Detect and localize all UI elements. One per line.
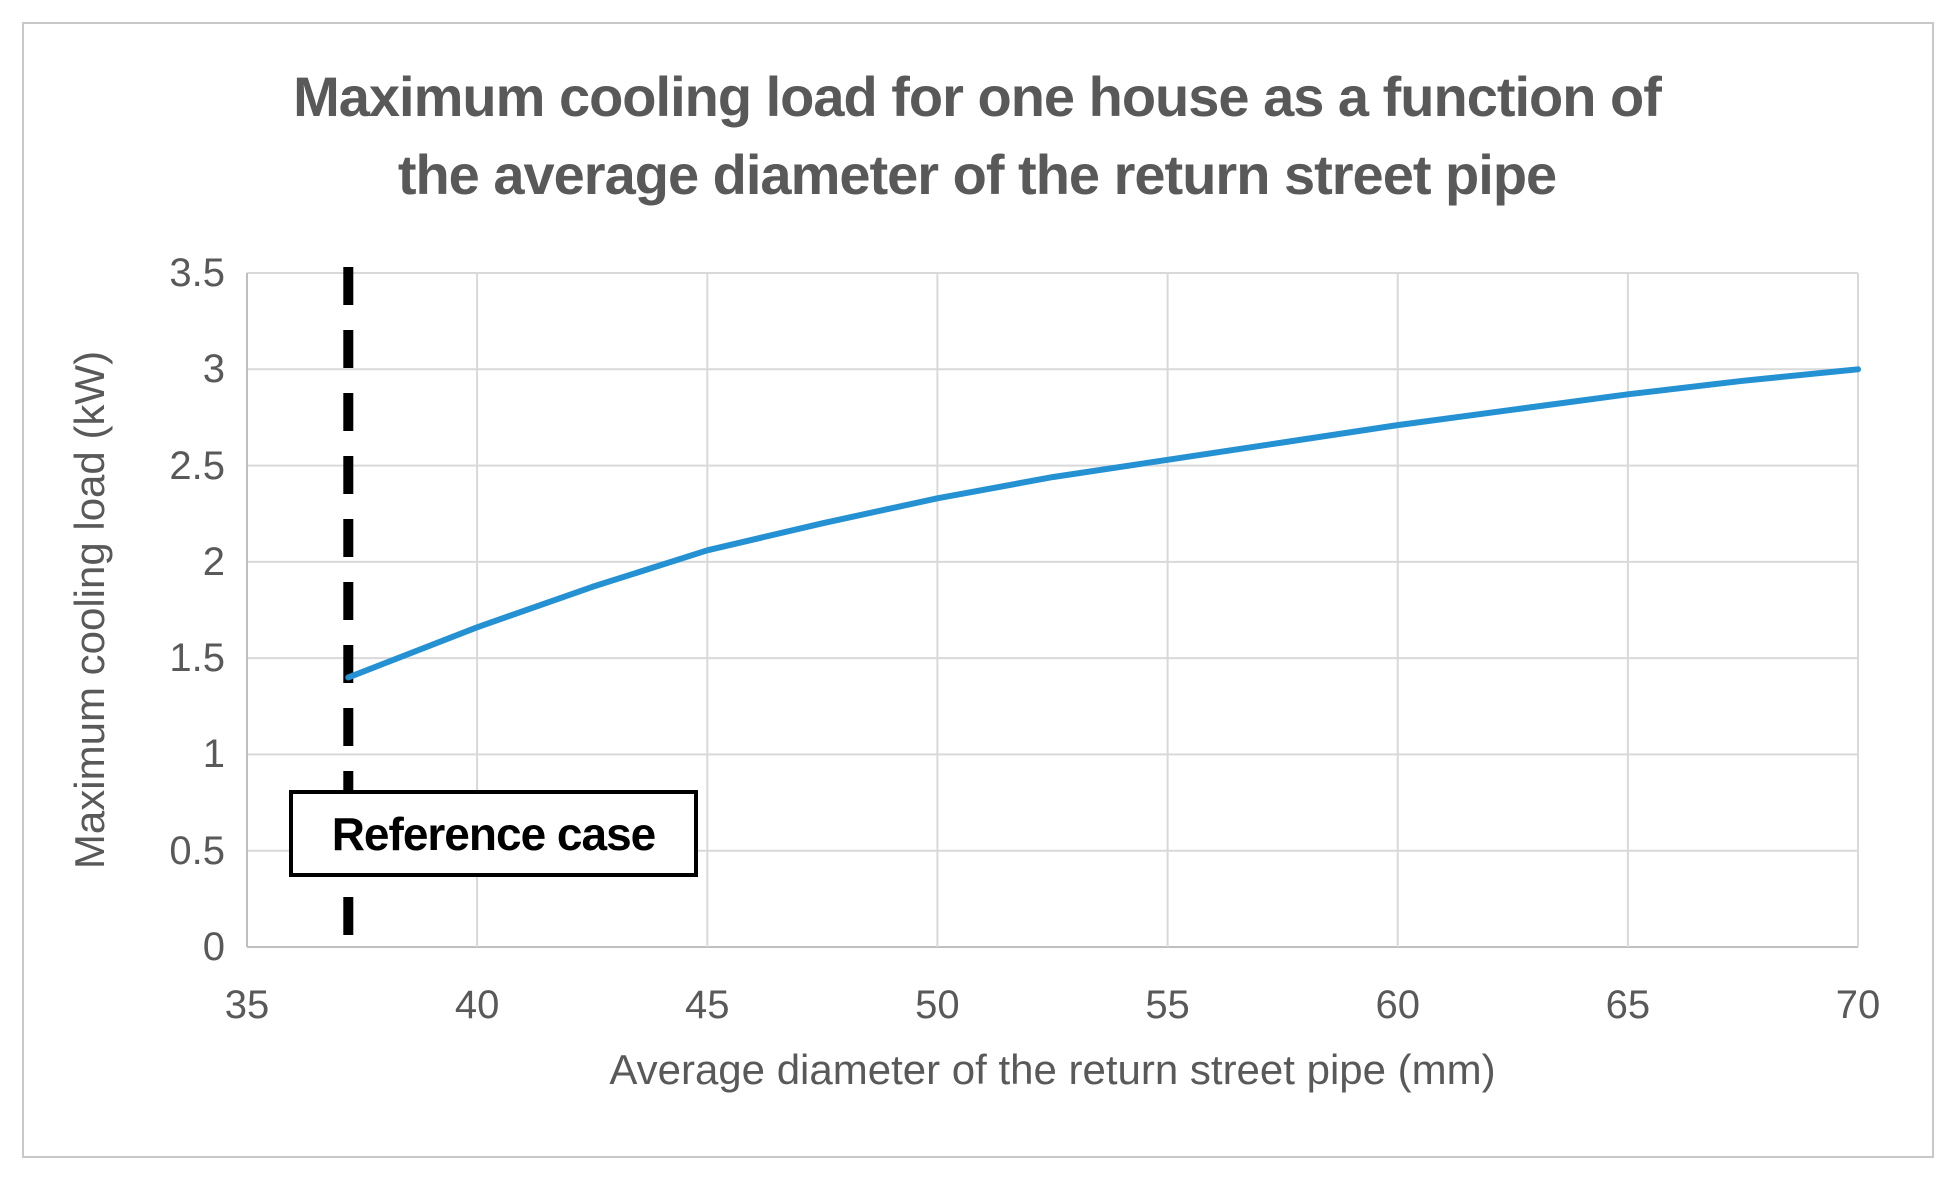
y-tick-label: 2.5 — [169, 443, 225, 488]
x-tick-label: 60 — [1375, 983, 1420, 1027]
chart-border — [22, 22, 1934, 1158]
x-tick-label: 70 — [1835, 983, 1881, 1027]
y-tick-label: 0.5 — [169, 828, 225, 873]
y-tick-label: 3.5 — [169, 251, 225, 295]
x-axis-title: Average diameter of the return street pi… — [609, 1046, 1496, 1093]
chart-title: Maximum cooling load for one house as a … — [0, 58, 1954, 214]
reference-case-annotation: Reference case — [289, 790, 698, 877]
y-tick-label: 1 — [202, 732, 225, 777]
y-tick-label: 0 — [202, 925, 225, 969]
y-tick-label: 2 — [202, 539, 225, 584]
x-tick-label: 45 — [685, 983, 730, 1027]
x-tick-label: 50 — [915, 983, 960, 1027]
y-tick-label: 3 — [202, 347, 225, 392]
x-tick-label: 55 — [1145, 983, 1190, 1027]
reference-case-label: Reference case — [331, 807, 657, 860]
x-tick-label: 40 — [454, 983, 500, 1027]
y-tick-label: 1.5 — [169, 636, 225, 681]
y-axis-title: Maximum cooling load (kW) — [66, 350, 113, 870]
series-line — [345, 366, 1861, 681]
x-tick-label: 35 — [224, 983, 270, 1027]
x-tick-label: 65 — [1605, 983, 1651, 1027]
chart-title-line1: Maximum cooling load for one house as a … — [293, 65, 1662, 128]
chart-title-line2: the average diameter of the return stree… — [397, 143, 1557, 206]
